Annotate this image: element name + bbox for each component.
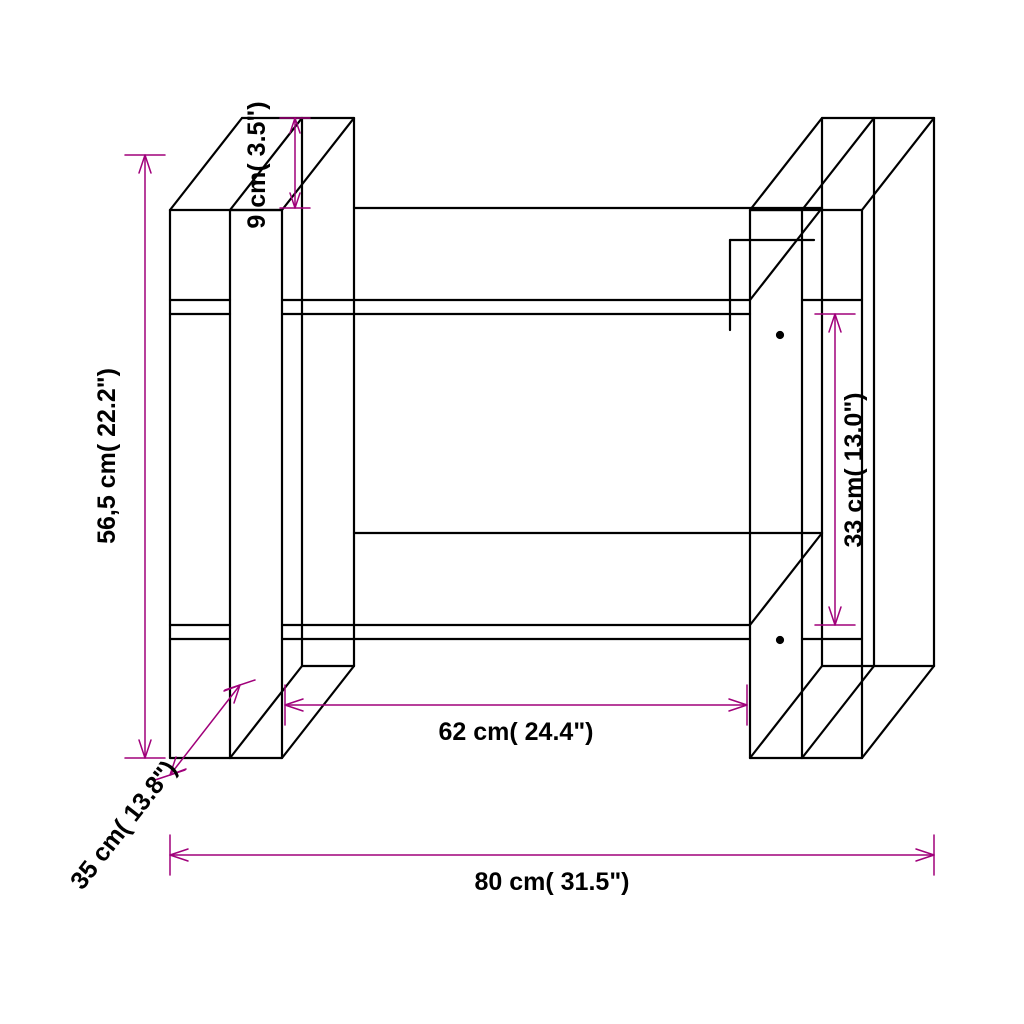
label-inner-width: 62 cm( 24.4") [439, 718, 594, 746]
label-shelf-gap: 33 cm( 13.0") [840, 393, 868, 548]
dimension-lines [125, 118, 934, 875]
dim-top-gap [280, 118, 310, 208]
label-width-total: 80 cm( 31.5") [475, 868, 630, 896]
dimension-diagram: 56,5 cm( 22.2") 9 cm( 3.5") 33 cm( 13.0"… [0, 0, 1024, 1024]
dim-height-total [125, 155, 165, 758]
label-height-total: 56,5 cm( 22.2") [93, 368, 121, 544]
label-depth: 35 cm( 13.8") [65, 755, 182, 894]
furniture-outline [170, 118, 934, 758]
label-top-gap: 9 cm( 3.5") [243, 101, 271, 228]
dimension-labels: 56,5 cm( 22.2") 9 cm( 3.5") 33 cm( 13.0"… [65, 101, 868, 896]
